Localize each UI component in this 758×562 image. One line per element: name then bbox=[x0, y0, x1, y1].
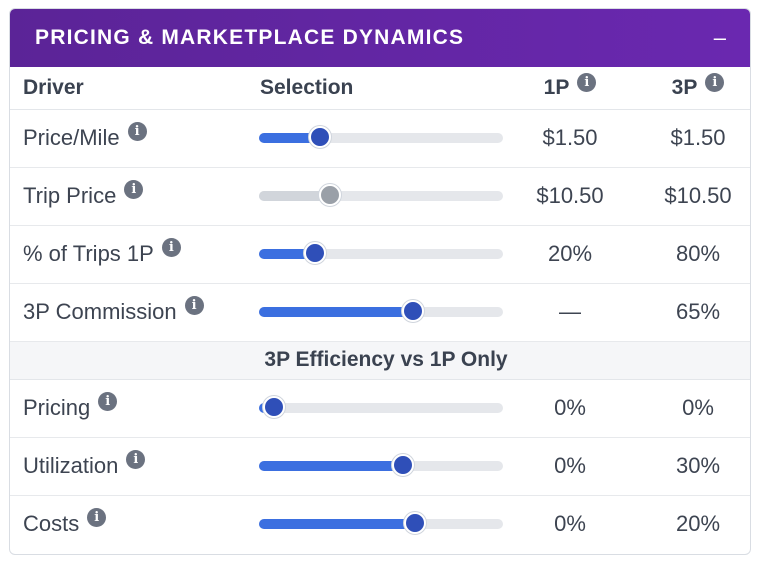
column-header-selection: Selection bbox=[248, 67, 506, 110]
slider-thumb[interactable] bbox=[391, 454, 414, 476]
value-1p: 20% bbox=[547, 241, 593, 266]
value-3p: 30% bbox=[675, 453, 721, 478]
info-icon[interactable]: i bbox=[184, 296, 204, 315]
driver-label: Costs bbox=[23, 511, 80, 537]
value-1p: 0% bbox=[554, 453, 586, 478]
trip-price-slider bbox=[259, 184, 503, 206]
table-row: Costs i 0% 20% bbox=[10, 495, 750, 553]
driver-label: Trip Price bbox=[23, 183, 117, 208]
driver-label: Price/Mile bbox=[23, 125, 120, 150]
value-1p: — bbox=[559, 299, 581, 324]
column-header-1p: 1P i bbox=[506, 67, 634, 110]
column-header-driver: Driver bbox=[10, 67, 248, 110]
section-header-row: 3P Efficiency vs 1P Only bbox=[10, 341, 750, 379]
value-3p: $10.50 bbox=[664, 183, 732, 208]
value-1p: $10.50 bbox=[536, 183, 604, 208]
driver-label: Pricing bbox=[23, 395, 91, 420]
table-row: % of Trips 1P i 20% 80% bbox=[10, 225, 750, 283]
table-header-row: Driver Selection 1P i 3P i bbox=[10, 67, 750, 110]
slider-thumb[interactable] bbox=[309, 126, 331, 148]
value-3p: 20% bbox=[675, 511, 721, 537]
collapse-icon[interactable]: – bbox=[713, 25, 726, 50]
3p-commission-slider[interactable] bbox=[259, 300, 503, 322]
panel-title: PRICING & MARKETPLACE DYNAMICS bbox=[35, 26, 465, 49]
utilization-efficiency-slider[interactable] bbox=[259, 454, 503, 476]
value-3p: $1.50 bbox=[670, 125, 726, 150]
table-row: Utilization i 0% 30% bbox=[10, 437, 750, 495]
price-per-mile-slider[interactable] bbox=[259, 126, 503, 148]
info-icon[interactable]: i bbox=[124, 180, 144, 199]
info-icon[interactable]: i bbox=[126, 450, 146, 469]
value-3p: 0% bbox=[682, 395, 714, 420]
table-row: Price/Mile i $1.50 $1.50 bbox=[10, 109, 750, 167]
slider-thumb[interactable] bbox=[262, 396, 285, 418]
driver-label: Utilization bbox=[23, 453, 119, 478]
costs-efficiency-slider[interactable] bbox=[259, 512, 503, 535]
pricing-panel: PRICING & MARKETPLACE DYNAMICS – Driver … bbox=[9, 8, 751, 555]
info-icon[interactable]: i bbox=[127, 122, 147, 141]
value-3p: 65% bbox=[675, 299, 721, 324]
trips-1p-slider[interactable] bbox=[259, 242, 503, 264]
section-title: 3P Efficiency vs 1P Only bbox=[264, 348, 508, 371]
table-row: Trip Price i $10.50 $10.50 bbox=[10, 167, 750, 225]
slider-thumb[interactable] bbox=[404, 512, 427, 535]
column-header-3p: 3P i bbox=[634, 67, 750, 110]
driver-label: % of Trips 1P bbox=[23, 241, 154, 266]
value-1p: 0% bbox=[554, 511, 586, 537]
info-icon[interactable]: i bbox=[577, 72, 597, 92]
panel-header[interactable]: PRICING & MARKETPLACE DYNAMICS – bbox=[10, 9, 750, 67]
slider-thumb[interactable] bbox=[401, 300, 424, 322]
value-1p: $1.50 bbox=[542, 125, 598, 150]
info-icon[interactable]: i bbox=[98, 392, 118, 411]
driver-label: 3P Commission bbox=[23, 299, 177, 324]
value-1p: 0% bbox=[554, 395, 586, 420]
value-3p: 80% bbox=[675, 241, 721, 266]
info-icon[interactable]: i bbox=[87, 508, 107, 528]
slider-thumb bbox=[318, 184, 341, 206]
table-row: Pricing i 0% 0% bbox=[10, 379, 750, 437]
drivers-table: Driver Selection 1P i 3P i Price/Mile i $1.… bbox=[10, 67, 750, 553]
info-icon[interactable]: i bbox=[705, 72, 725, 92]
info-icon[interactable]: i bbox=[161, 238, 181, 257]
table-row: 3P Commission i — 65% bbox=[10, 283, 750, 341]
slider-thumb[interactable] bbox=[304, 242, 327, 264]
pricing-efficiency-slider[interactable] bbox=[259, 396, 503, 418]
